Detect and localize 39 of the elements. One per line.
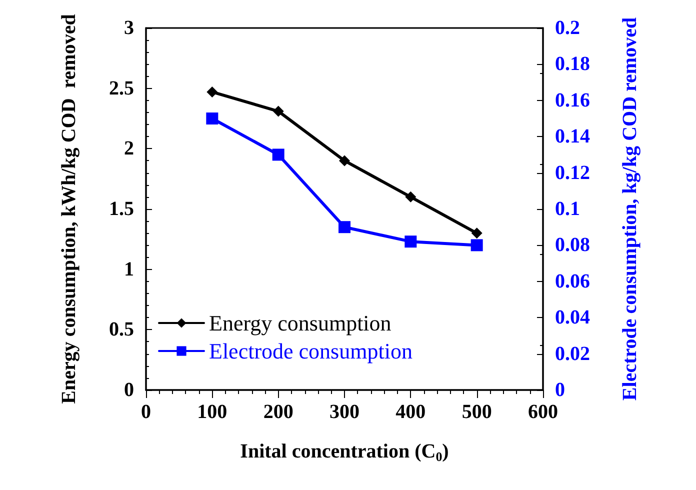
y2-tick-label: 0 (555, 379, 565, 401)
y2-tick-label: 0.04 (555, 306, 590, 329)
point (272, 106, 284, 117)
point (206, 112, 218, 124)
y2-tick-label: 0.08 (555, 234, 590, 256)
y2-tick-label: 0.2 (555, 17, 580, 39)
x-tick-label: 100 (197, 401, 228, 423)
x-tick-label: 500 (462, 401, 492, 423)
point (404, 236, 417, 248)
y2-tick-label: 0.14 (555, 126, 590, 148)
legend-label: Energy consumption (209, 310, 392, 336)
x-tick-label: 400 (396, 401, 426, 423)
y-tick-label: 3 (124, 17, 134, 39)
point (339, 155, 350, 166)
y-tick-label: 1.5 (109, 198, 134, 220)
x-tick-label: 0 (141, 401, 151, 423)
point (471, 228, 482, 239)
point (405, 191, 416, 202)
y2-tick-label: 0.16 (555, 89, 590, 112)
y-tick-label: 2.5 (109, 77, 134, 100)
y2-axis-title: Electrode consumption, kg/kg COD removed (619, 17, 641, 401)
x-tick-label: 200 (263, 401, 294, 423)
point (206, 86, 218, 98)
point (470, 239, 483, 252)
y-tick-label: 1 (124, 258, 134, 280)
y-axis-title: Energy consumption, kWh/kg COD removed (58, 14, 80, 404)
point (272, 148, 284, 161)
x-tick-label: 300 (330, 401, 360, 423)
y-tick-label: 2 (124, 138, 134, 160)
y-tick-label: 0 (124, 379, 134, 401)
y2-tick-label: 0.18 (555, 53, 590, 76)
y-tick-label: 0.5 (109, 318, 134, 341)
x-tick-label: 600 (528, 401, 558, 423)
point (338, 221, 350, 234)
y2-tick-label: 0.02 (555, 342, 590, 365)
legend-label: Electrode consumption (209, 338, 412, 364)
y2-tick-label: 0.1 (555, 198, 580, 220)
y2-tick-label: 0.12 (555, 162, 590, 184)
y2-tick-label: 0.06 (555, 270, 590, 292)
